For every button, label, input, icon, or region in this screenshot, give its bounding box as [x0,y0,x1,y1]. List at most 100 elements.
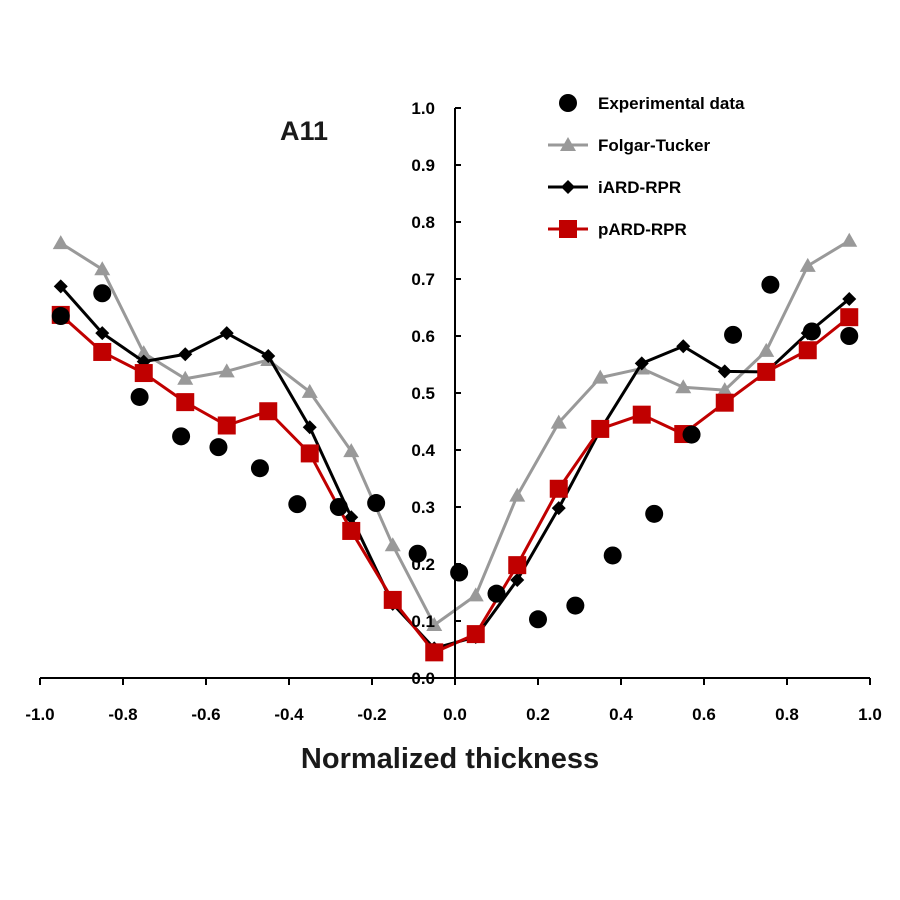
data-point-pard-rpr [508,556,527,575]
y-tick-label: 0.6 [411,327,435,346]
data-point-experimental-data [367,494,386,513]
data-point-experimental-data [130,387,149,406]
data-point-experimental-data [408,544,427,563]
data-point-iard-rpr [219,326,234,341]
data-point-folgar-tucker [177,370,194,385]
data-point-iard-rpr [551,501,566,516]
data-point-pard-rpr [425,643,444,662]
x-tick-label: 0.6 [692,705,716,724]
x-tick-label: 0.0 [443,705,467,724]
data-point-experimental-data [172,427,191,446]
x-tick-label: 1.0 [858,705,882,724]
data-point-iard-rpr [717,364,732,379]
x-tick-label: -0.8 [108,705,137,724]
data-point-experimental-data [645,504,664,523]
data-point-experimental-data [93,284,112,303]
legend-marker-pard-rpr [559,220,577,238]
data-point-folgar-tucker [550,414,567,429]
y-tick-label: 0.4 [411,441,435,460]
data-point-folgar-tucker [841,232,858,247]
y-tick-label: 1.0 [411,99,435,118]
data-point-iard-rpr [842,291,857,306]
data-point-pard-rpr [259,402,278,421]
data-point-folgar-tucker [426,616,443,631]
series-pard-rpr [51,305,859,662]
data-point-experimental-data [603,546,622,565]
data-point-folgar-tucker [592,369,609,384]
legend-label: Folgar-Tucker [598,136,710,155]
data-point-folgar-tucker [467,587,484,602]
x-tick-label: 0.8 [775,705,799,724]
data-point-folgar-tucker [135,345,152,360]
y-tick-label: 0.0 [411,669,435,688]
data-point-folgar-tucker [384,537,401,552]
y-tick-label: 0.7 [411,270,435,289]
y-tick-label: 0.3 [411,498,435,517]
data-point-experimental-data [288,495,307,514]
data-point-folgar-tucker [218,363,235,378]
data-point-pard-rpr [134,364,153,383]
data-point-experimental-data [802,322,821,341]
data-point-pard-rpr [383,590,402,609]
legend-item-pard-rpr: pARD-RPR [548,220,687,239]
x-tick-label: -0.6 [191,705,220,724]
data-point-experimental-data [209,438,228,457]
data-point-pard-rpr [798,341,817,360]
data-point-pard-rpr [176,393,195,412]
data-point-experimental-data [329,498,348,516]
data-point-folgar-tucker [52,235,69,250]
legend: Experimental data Folgar-Tucker iARD-RPR pA… [548,94,745,239]
data-point-folgar-tucker [716,382,733,397]
data-point-iard-rpr [344,510,359,525]
data-point-iard-rpr [178,347,193,362]
data-point-iard-rpr [261,348,276,363]
data-point-folgar-tucker [343,443,360,458]
x-tick-label: 0.4 [609,705,633,724]
x-axis-title: Normalized thickness [301,743,599,775]
data-point-pard-rpr [466,625,485,644]
legend-item-experimental-data: Experimental data [559,94,745,113]
data-point-experimental-data [529,610,547,629]
data-point-iard-rpr [510,572,525,587]
data-point-iard-rpr [634,356,649,371]
x-tick-label: -0.2 [357,705,386,724]
y-tick-label: 0.5 [411,384,435,403]
data-point-experimental-data [450,563,469,582]
data-point-experimental-data [250,459,269,478]
data-point-pard-rpr [342,521,361,540]
data-point-iard-rpr [302,420,317,435]
data-point-iard-rpr [95,326,110,341]
ticks-layer: -1.0 -0.8 -0.6 -0.4 -0.2 0.0 0.2 0.4 0.6 0.8 1.0 0.… [25,99,881,724]
data-point-experimental-data [682,425,701,444]
data-point-folgar-tucker [94,261,111,276]
panel-label: A11 [280,116,328,146]
legend-label: Experimental data [598,94,745,113]
data-point-pard-rpr [757,362,776,381]
y-tick-label: 0.9 [411,156,435,175]
legend-label: pARD-RPR [598,220,687,239]
y-tick-label: 0.8 [411,213,435,232]
data-point-experimental-data [51,307,70,326]
data-point-folgar-tucker [758,342,775,357]
data-point-folgar-tucker [675,379,692,394]
data-point-pard-rpr [549,479,568,498]
series-experimental-data [51,275,859,629]
data-point-folgar-tucker [509,487,526,502]
data-point-experimental-data [761,275,780,294]
data-point-pard-rpr [715,393,734,412]
data-point-experimental-data [724,325,743,344]
data-point-experimental-data [840,327,859,345]
data-point-pard-rpr [300,444,319,463]
legend-marker-experimental-data [559,94,577,112]
legend-item-folgar-tucker: Folgar-Tucker [548,136,710,155]
data-point-experimental-data [487,584,506,603]
data-point-folgar-tucker [301,383,318,398]
data-point-pard-rpr [840,308,859,327]
y-tick-label: 0.2 [411,555,435,574]
x-tick-label: -0.4 [274,705,304,724]
data-point-pard-rpr [632,405,651,424]
x-tick-label: 0.2 [526,705,550,724]
legend-label: iARD-RPR [598,178,681,197]
data-point-experimental-data [566,596,585,615]
